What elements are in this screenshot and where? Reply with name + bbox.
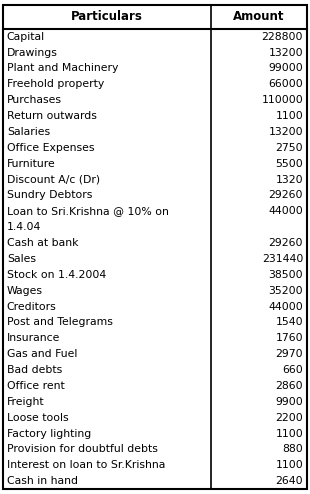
Text: Particulars: Particulars bbox=[71, 10, 143, 23]
Text: Return outwards: Return outwards bbox=[7, 111, 97, 121]
Text: Freehold property: Freehold property bbox=[7, 80, 104, 89]
Text: 1100: 1100 bbox=[275, 460, 303, 470]
Text: Creditors: Creditors bbox=[7, 301, 56, 312]
Text: Stock on 1.4.2004: Stock on 1.4.2004 bbox=[7, 270, 106, 280]
Text: 29260: 29260 bbox=[269, 190, 303, 201]
Text: 660: 660 bbox=[282, 365, 303, 375]
Text: 228800: 228800 bbox=[262, 32, 303, 41]
Text: 2640: 2640 bbox=[276, 476, 303, 486]
Text: Loan to Sri.Krishna @ 10% on: Loan to Sri.Krishna @ 10% on bbox=[7, 206, 169, 216]
Text: 38500: 38500 bbox=[268, 270, 303, 280]
Text: 2860: 2860 bbox=[276, 381, 303, 391]
Text: Cash in hand: Cash in hand bbox=[7, 476, 78, 486]
Text: 2750: 2750 bbox=[276, 143, 303, 153]
Text: 1760: 1760 bbox=[276, 333, 303, 343]
Text: 44000: 44000 bbox=[268, 301, 303, 312]
Text: 44000: 44000 bbox=[268, 206, 303, 216]
Text: Capital: Capital bbox=[7, 32, 45, 41]
Text: 9900: 9900 bbox=[275, 397, 303, 407]
Text: 2200: 2200 bbox=[275, 412, 303, 423]
Text: Wages: Wages bbox=[7, 286, 43, 295]
Text: 1320: 1320 bbox=[276, 174, 303, 185]
Text: Office Expenses: Office Expenses bbox=[7, 143, 94, 153]
Text: 1.4.04: 1.4.04 bbox=[7, 222, 41, 232]
Text: Insurance: Insurance bbox=[7, 333, 60, 343]
Text: 99000: 99000 bbox=[268, 63, 303, 74]
Text: Purchases: Purchases bbox=[7, 95, 62, 105]
Text: 1100: 1100 bbox=[275, 111, 303, 121]
Text: 1540: 1540 bbox=[276, 318, 303, 328]
Text: 66000: 66000 bbox=[268, 80, 303, 89]
Text: Provision for doubtful debts: Provision for doubtful debts bbox=[7, 445, 158, 454]
Text: Sundry Debtors: Sundry Debtors bbox=[7, 190, 92, 201]
Text: 13200: 13200 bbox=[268, 47, 303, 58]
Text: 29260: 29260 bbox=[269, 238, 303, 248]
Text: 880: 880 bbox=[282, 445, 303, 454]
Text: Factory lighting: Factory lighting bbox=[7, 428, 91, 439]
Text: 5500: 5500 bbox=[275, 159, 303, 168]
Text: 13200: 13200 bbox=[268, 127, 303, 137]
Text: 2970: 2970 bbox=[276, 349, 303, 359]
Text: Discount A/c (Dr): Discount A/c (Dr) bbox=[7, 174, 100, 185]
Text: Cash at bank: Cash at bank bbox=[7, 238, 78, 248]
Text: 231440: 231440 bbox=[262, 254, 303, 264]
Text: 1100: 1100 bbox=[275, 428, 303, 439]
Text: 110000: 110000 bbox=[261, 95, 303, 105]
Text: Freight: Freight bbox=[7, 397, 44, 407]
Text: 35200: 35200 bbox=[268, 286, 303, 295]
Text: Loose tools: Loose tools bbox=[7, 412, 69, 423]
Text: Gas and Fuel: Gas and Fuel bbox=[7, 349, 77, 359]
Text: Drawings: Drawings bbox=[7, 47, 58, 58]
Text: Salaries: Salaries bbox=[7, 127, 50, 137]
Text: Sales: Sales bbox=[7, 254, 36, 264]
Text: Bad debts: Bad debts bbox=[7, 365, 62, 375]
Text: Office rent: Office rent bbox=[7, 381, 64, 391]
Text: Amount: Amount bbox=[233, 10, 285, 23]
Text: Furniture: Furniture bbox=[7, 159, 55, 168]
Text: Post and Telegrams: Post and Telegrams bbox=[7, 318, 113, 328]
Text: Plant and Machinery: Plant and Machinery bbox=[7, 63, 118, 74]
Text: Interest on loan to Sr.Krishna: Interest on loan to Sr.Krishna bbox=[7, 460, 165, 470]
